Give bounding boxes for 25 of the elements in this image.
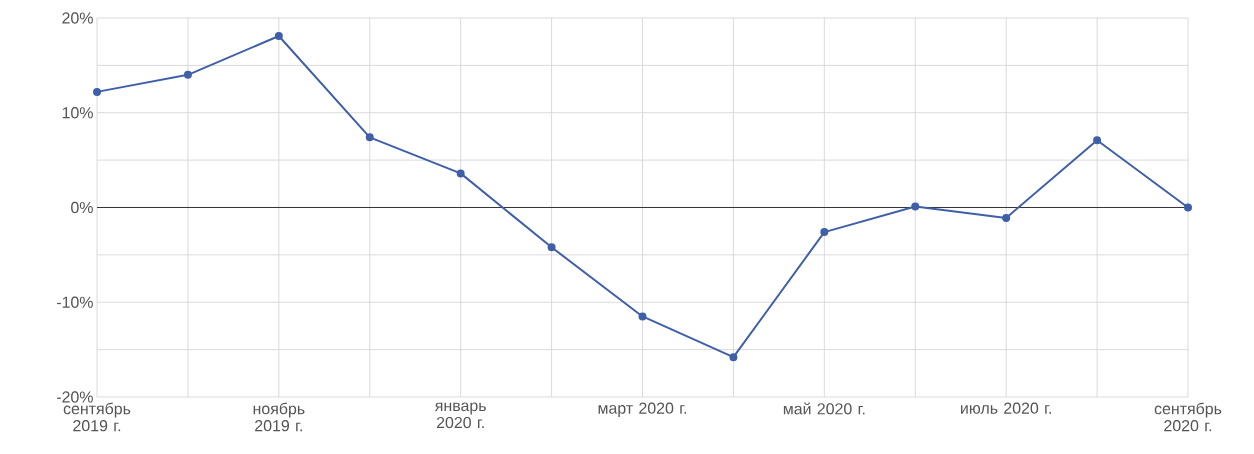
point [547,243,556,252]
point [1093,136,1102,145]
x-tick-label: май 2020 г. [783,402,865,415]
point [729,353,738,362]
y-tick-label: -10% [56,296,93,308]
point [365,133,374,142]
y-tick-label: 10% [62,107,93,119]
point [1002,213,1011,222]
point [93,87,102,96]
x-tick-label: сентябрь 2020 г. [1154,402,1222,432]
x-tick-label: январь 2020 г. [434,402,486,429]
point [911,202,920,211]
y-tick-label: 20% [62,12,93,24]
y-tick-label: -20% [56,391,93,403]
point [183,70,192,79]
point [1184,203,1192,212]
point [820,228,829,237]
point [456,169,465,178]
x-tick-label: ноябрь 2019 г. [253,402,305,432]
point [638,312,647,321]
y-tick-label: 0% [71,201,93,214]
x-tick-label: март 2020 г. [598,402,687,417]
point [274,31,283,40]
x-tick-label: сентябрь 2019 г. [63,402,131,432]
x-tick-label: июль 2020 г. [961,402,1051,414]
